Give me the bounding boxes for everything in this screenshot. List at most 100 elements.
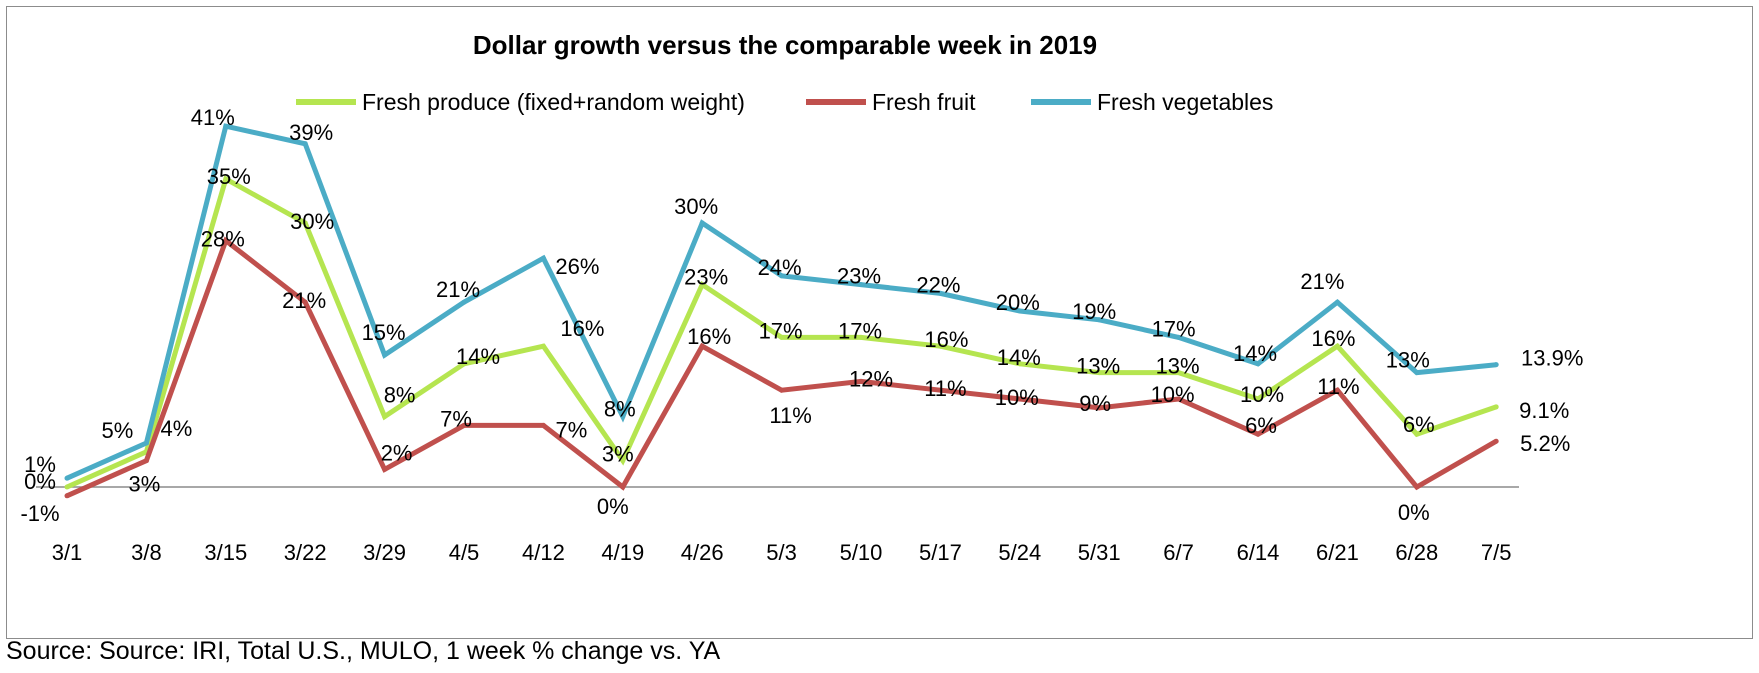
data-label: 7%	[440, 406, 472, 431]
x-tick-label: 3/22	[284, 540, 327, 565]
data-label: 23%	[837, 264, 881, 289]
data-point	[461, 299, 467, 305]
data-point	[143, 440, 149, 446]
x-tick-label: 4/26	[681, 540, 724, 565]
data-point	[223, 238, 229, 244]
data-label: 20%	[996, 290, 1040, 315]
data-label: 0%	[24, 469, 56, 494]
legend-label-2: Fresh vegetables	[1097, 89, 1273, 115]
data-point	[937, 387, 943, 393]
x-tick-label: 3/29	[363, 540, 406, 565]
data-label: 10%	[1151, 382, 1195, 407]
data-point	[1176, 370, 1182, 376]
data-label: 6%	[1403, 412, 1435, 437]
data-label: 11%	[769, 403, 811, 428]
x-tick-label: 6/7	[1163, 540, 1194, 565]
data-point	[1096, 370, 1102, 376]
data-label: 9%	[1079, 391, 1111, 416]
legend-label-0: Fresh produce (fixed+random weight)	[362, 89, 745, 115]
data-label: 13%	[1156, 354, 1200, 379]
x-tick-label: 5/24	[998, 540, 1041, 565]
data-label: 16%	[924, 327, 968, 352]
data-point	[1334, 387, 1340, 393]
data-point	[64, 475, 70, 481]
data-label: 28%	[201, 227, 245, 252]
data-point	[937, 343, 943, 349]
data-label: 16%	[1311, 326, 1355, 351]
data-label: 41%	[191, 105, 235, 130]
data-label: 0%	[1398, 500, 1430, 525]
x-tick-label: 4/19	[601, 540, 644, 565]
data-point	[1255, 431, 1261, 437]
data-label: 21%	[436, 277, 480, 302]
x-tick-label: 5/10	[840, 540, 883, 565]
data-label: 10%	[995, 385, 1039, 410]
data-label: 11%	[924, 376, 966, 401]
data-label: 5.2%	[1520, 431, 1570, 456]
data-point	[64, 493, 70, 499]
data-label: 14%	[1233, 341, 1277, 366]
data-label: 13%	[1386, 348, 1430, 373]
data-label: 2%	[381, 440, 413, 465]
data-point	[223, 123, 229, 129]
data-point	[1017, 396, 1023, 402]
data-point	[1334, 343, 1340, 349]
data-point	[1414, 370, 1420, 376]
x-tick-label: 5/31	[1078, 540, 1121, 565]
data-point	[461, 422, 467, 428]
source-note: Source: Source: IRI, Total U.S., MULO, 1…	[6, 637, 721, 665]
x-tick-label: 4/12	[522, 540, 565, 565]
data-label: 24%	[758, 255, 802, 280]
data-point	[1255, 361, 1261, 367]
data-label: 13.9%	[1521, 346, 1583, 371]
x-tick-label: 3/15	[204, 540, 247, 565]
data-label: 26%	[555, 254, 599, 279]
data-point	[382, 352, 388, 358]
data-label: 6%	[1245, 413, 1277, 438]
data-label: 21%	[282, 288, 326, 313]
data-label: 23%	[684, 265, 728, 290]
data-label: 9.1%	[1519, 398, 1569, 423]
data-point	[620, 414, 626, 420]
data-point	[302, 220, 308, 226]
data-point	[302, 299, 308, 305]
data-label: 5%	[102, 418, 134, 443]
x-tick-label: 3/8	[131, 540, 162, 565]
data-label: 11%	[1317, 374, 1359, 399]
x-tick-label: 6/21	[1316, 540, 1359, 565]
data-label: 30%	[674, 194, 718, 219]
data-label: -1%	[20, 501, 59, 526]
x-tick-label: 6/14	[1237, 540, 1280, 565]
data-point	[1493, 438, 1499, 444]
data-point	[64, 484, 70, 490]
chart-frame	[6, 6, 1753, 639]
data-point	[620, 458, 626, 464]
data-label: 14%	[997, 345, 1041, 370]
data-label: 3%	[602, 442, 634, 467]
data-point	[1334, 299, 1340, 305]
data-point	[620, 484, 626, 490]
data-point	[302, 141, 308, 147]
data-label: 8%	[384, 383, 416, 408]
data-point	[382, 466, 388, 472]
data-point	[1255, 396, 1261, 402]
data-point	[858, 378, 864, 384]
data-label: 17%	[838, 318, 882, 343]
data-point	[1176, 334, 1182, 340]
data-point	[461, 361, 467, 367]
legend-label-1: Fresh fruit	[872, 89, 976, 115]
data-label: 17%	[1152, 316, 1196, 341]
data-label: 8%	[604, 397, 636, 422]
data-point	[382, 414, 388, 420]
data-label: 16%	[560, 316, 604, 341]
data-label: 30%	[290, 209, 334, 234]
data-label: 21%	[1300, 269, 1344, 294]
data-point	[779, 334, 785, 340]
data-point	[779, 273, 785, 279]
data-point	[1414, 431, 1420, 437]
chart-title: Dollar growth versus the comparable week…	[473, 30, 1097, 60]
data-label: 17%	[759, 318, 803, 343]
data-point	[699, 220, 705, 226]
data-label: 4%	[161, 416, 193, 441]
data-label: 12%	[849, 366, 893, 391]
